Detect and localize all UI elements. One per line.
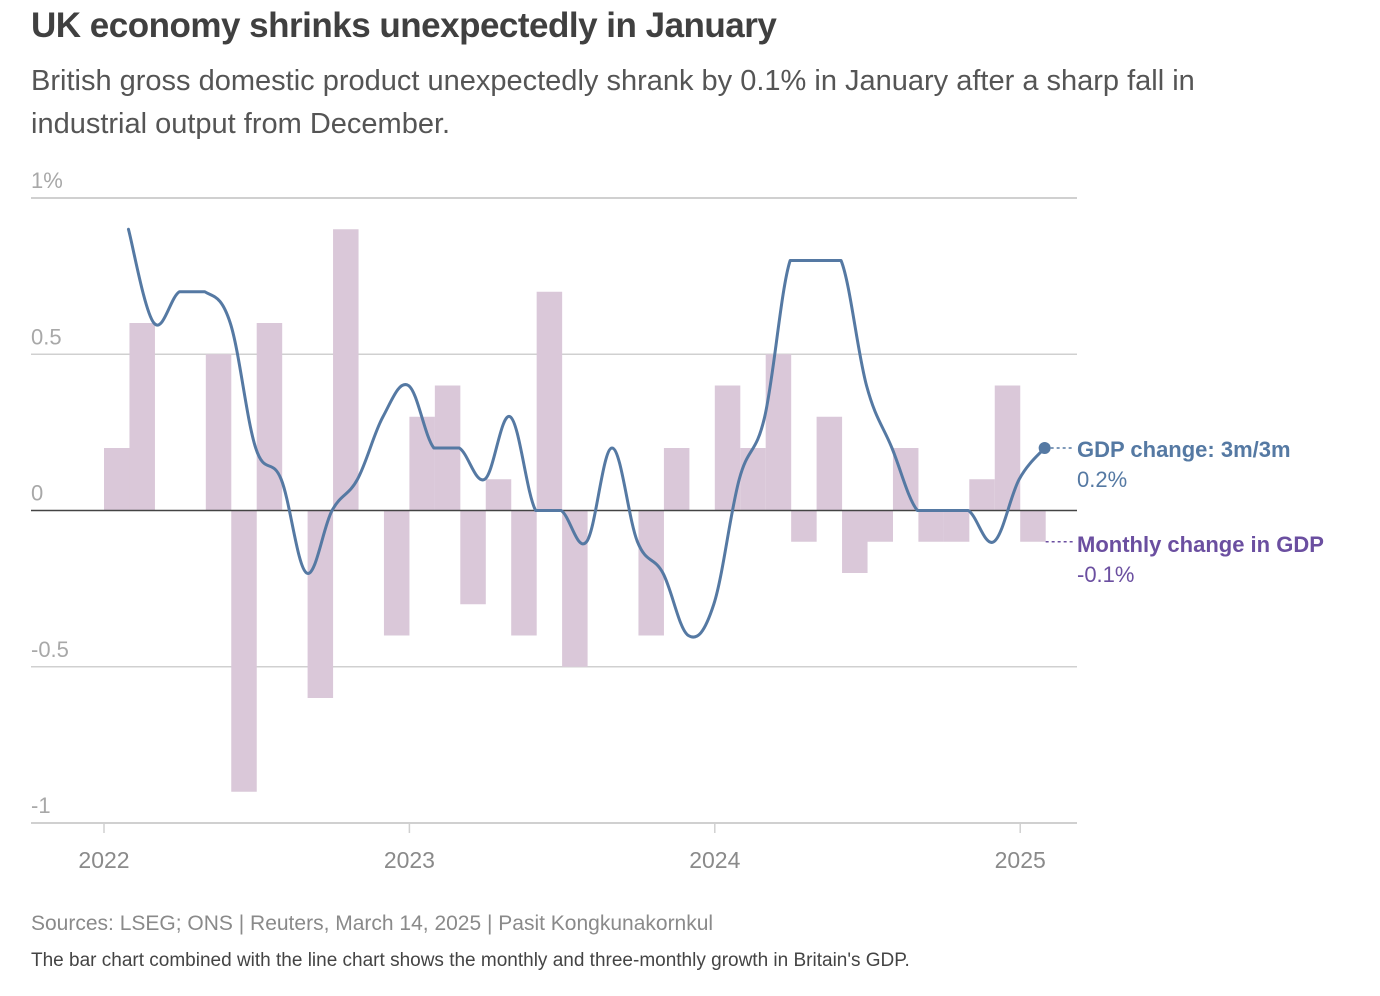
bar-monthly-change (485, 479, 512, 511)
bar-monthly-change (307, 510, 334, 698)
line-3m-gdp-change (126, 227, 1047, 639)
bar-monthly-change (918, 510, 944, 542)
legend: GDP change: 3m/3m 0.2% Monthly change in… (1045, 437, 1324, 587)
bar-monthly-change (969, 479, 995, 511)
bar-monthly-change (129, 323, 155, 511)
chart-title: UK economy shrinks unexpectedly in Janua… (31, 6, 777, 45)
legend-3m-title: GDP change: 3m/3m (1077, 437, 1291, 462)
bar-monthly-change (104, 448, 130, 511)
combo-chart: 1% 0.5 0 -0.5 -1 2022 2023 2024 2025 GDP change… (31, 168, 1324, 873)
y-tick-label: -1 (31, 793, 51, 818)
three-month-line-group (126, 227, 1051, 639)
bar-monthly-change (663, 448, 690, 511)
x-axis: 2022 2023 2024 2025 (31, 822, 1077, 873)
line-end-marker (1038, 442, 1051, 454)
bar-monthly-change (867, 510, 893, 542)
bar-monthly-change (383, 510, 410, 636)
bar-monthly-change (1020, 510, 1046, 542)
legend-monthly-title: Monthly change in GDP (1077, 532, 1324, 557)
x-tick-label: 2025 (995, 847, 1046, 873)
bar-monthly-change (842, 510, 868, 573)
legend-3m-value: 0.2% (1077, 467, 1127, 492)
y-tick-label: -0.5 (31, 637, 69, 662)
bar-monthly-change (638, 510, 664, 636)
sources-credit: Sources: LSEG; ONS | Reuters, March 14, … (31, 912, 714, 935)
bar-monthly-change (511, 510, 537, 636)
x-tick-label: 2023 (384, 847, 435, 873)
bar-monthly-change (740, 448, 766, 511)
bar-monthly-change (765, 354, 792, 511)
bar-monthly-change (409, 416, 435, 511)
x-tick-label: 2024 (689, 847, 740, 873)
bar-monthly-change (994, 385, 1021, 511)
bar-monthly-change (943, 510, 970, 542)
monthly-bars (104, 229, 1046, 792)
y-tick-label: 0 (31, 481, 43, 506)
bar-monthly-change (256, 323, 283, 511)
chart-subtitle: British gross domestic product unexpecte… (31, 65, 1195, 140)
y-tick-label: 1% (31, 168, 63, 193)
x-tick-label: 2022 (78, 847, 129, 873)
bar-monthly-change (460, 510, 486, 605)
bar-monthly-change (536, 291, 563, 511)
bar-monthly-change (791, 510, 817, 542)
chart-description: The bar chart combined with the line cha… (31, 950, 910, 971)
bar-monthly-change (333, 229, 359, 511)
bar-monthly-change (816, 416, 843, 511)
bar-monthly-change (205, 354, 232, 511)
legend-monthly-value: -0.1% (1077, 562, 1134, 587)
y-tick-label: 0.5 (31, 324, 62, 349)
bar-monthly-change (231, 510, 257, 792)
